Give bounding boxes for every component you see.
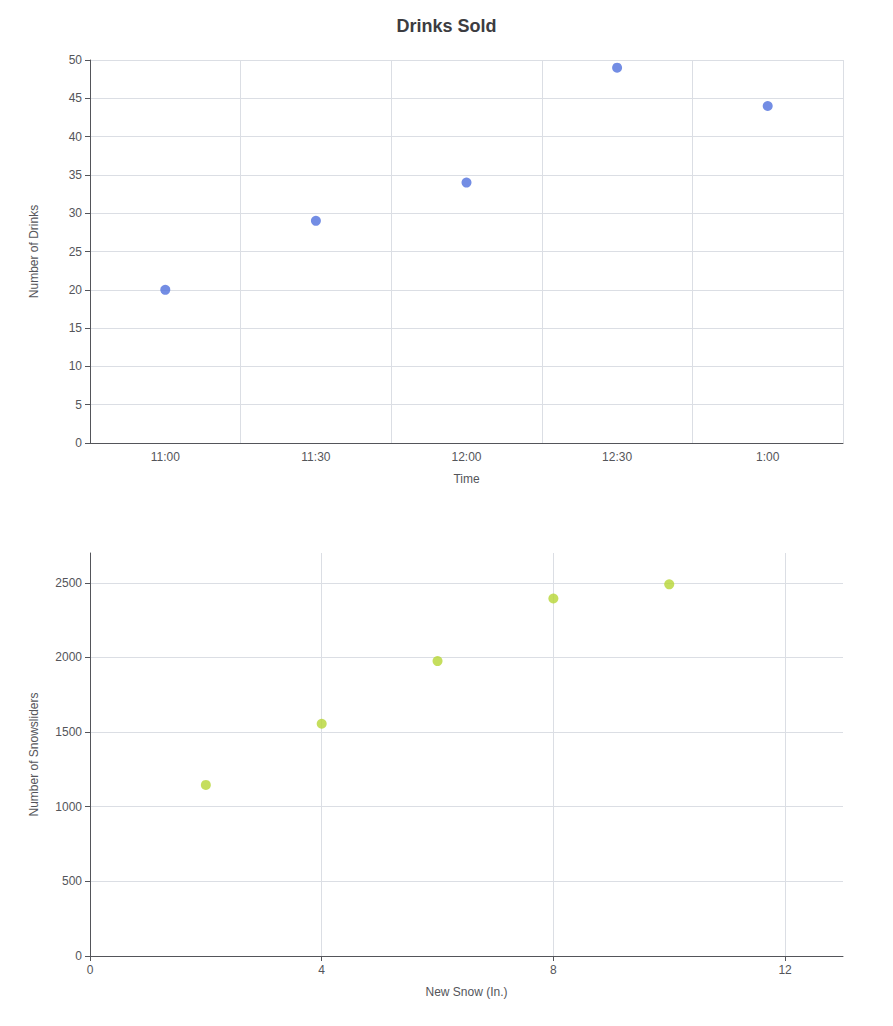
svg-text:12:30: 12:30 (602, 450, 632, 464)
svg-text:45: 45 (69, 91, 83, 105)
svg-text:0: 0 (75, 436, 82, 450)
svg-text:Drinks Sold: Drinks Sold (396, 16, 496, 36)
svg-text:11:30: 11:30 (301, 450, 330, 464)
svg-text:12:00: 12:00 (451, 450, 481, 464)
svg-text:1500: 1500 (55, 725, 82, 739)
svg-text:500: 500 (62, 874, 82, 888)
svg-text:4: 4 (318, 963, 325, 977)
svg-text:2000: 2000 (55, 650, 82, 664)
svg-text:New Snow (In.): New Snow (In.) (425, 985, 507, 999)
svg-text:10: 10 (69, 359, 83, 373)
svg-text:0: 0 (87, 963, 94, 977)
svg-text:5: 5 (75, 398, 82, 412)
svg-text:25: 25 (69, 245, 83, 259)
svg-text:50: 50 (69, 53, 83, 67)
svg-text:1000: 1000 (55, 800, 82, 814)
svg-text:8: 8 (550, 963, 557, 977)
svg-text:1:00: 1:00 (756, 450, 780, 464)
svg-text:12: 12 (778, 963, 792, 977)
svg-text:30: 30 (69, 206, 83, 220)
svg-text:35: 35 (69, 168, 83, 182)
svg-text:Time: Time (453, 472, 480, 486)
svg-text:15: 15 (69, 321, 83, 335)
svg-text:0: 0 (75, 949, 82, 963)
svg-text:2500: 2500 (55, 576, 82, 590)
svg-text:40: 40 (69, 130, 83, 144)
svg-text:Number of Snowsliders: Number of Snowsliders (27, 692, 41, 816)
svg-text:11:00: 11:00 (151, 450, 180, 464)
svg-text:20: 20 (69, 283, 83, 297)
svg-text:Number of Drinks: Number of Drinks (27, 205, 41, 298)
